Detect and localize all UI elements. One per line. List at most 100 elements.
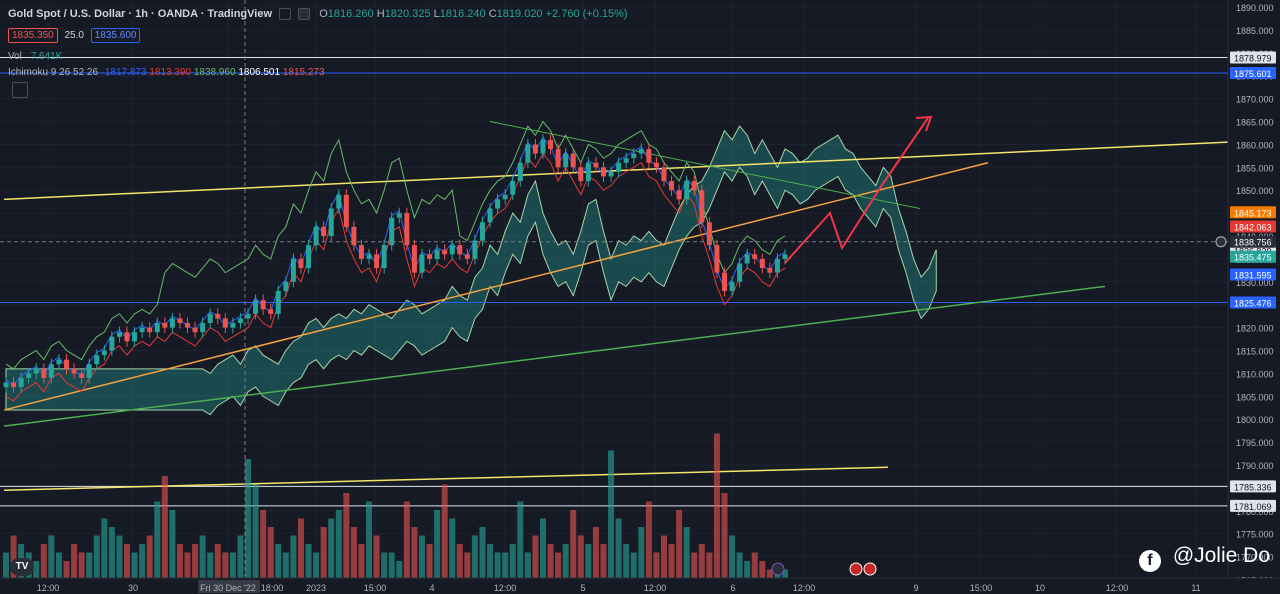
volume-bar [782,569,788,578]
trade-buttons: 1835.350 25.0 1835.600 [8,28,144,43]
candle [298,258,304,269]
close-icon[interactable] [298,8,311,21]
trendline-yellow-lower [3,466,889,491]
volume-value: 7.641K [30,51,63,62]
candle [631,153,637,159]
candle [328,208,334,236]
candle [64,359,70,369]
candle [374,254,380,269]
candle [411,245,417,273]
candle [154,323,160,333]
candle [563,153,569,168]
volume-bar [509,544,516,578]
candle [132,332,138,342]
volume-bar [494,552,501,578]
ichimoku-legend[interactable]: Ichimoku 9 26 52 26 1817.873 1813.390 18… [8,67,325,78]
candle [33,368,39,374]
candle [548,139,554,149]
price-label: 1831.595 [1234,270,1272,280]
time-tick-label: Fri 30 Dec '22 [200,583,256,593]
price-label: 1878.979 [1234,53,1272,63]
ichimoku-cloud [5,125,937,416]
price-tick-label: 1870.000 [1236,95,1274,105]
volume-bar [403,501,410,578]
volume-bar [373,535,380,578]
candle [185,323,191,328]
price-tick-label: 1885.000 [1236,26,1274,36]
candle [3,382,9,388]
collapse-chevron-icon[interactable] [12,82,28,98]
symbol-title: Gold Spot / U.S. Dollar · 1h · OANDA · T… [8,8,273,20]
candle [268,309,274,314]
time-tick-label: 12:00 [494,583,517,593]
trendline-green [3,285,1106,427]
candle [26,373,32,378]
candle [661,167,667,182]
price-tick-label: 1795.000 [1236,438,1274,448]
candle [18,377,24,388]
volume-bar [532,535,539,578]
candle [752,254,758,259]
candle [283,281,289,291]
time-tick-label: 9 [913,583,918,593]
candle [245,313,251,319]
price-tick-label: 1890.000 [1236,3,1274,13]
candle [177,318,183,324]
candle [616,162,622,172]
time-tick-label: 4 [429,583,434,593]
candle [737,263,743,282]
sell-button[interactable]: 1835.350 [8,28,58,43]
volume-bar [418,535,425,578]
volume-bar [729,535,736,578]
volume-bar [562,544,569,578]
candle [366,254,372,259]
time-tick-label: 6 [730,583,735,593]
ohlc-readout: O1816.260 H1820.325 L1816.240 C1819.020 … [319,8,628,20]
volume-bar [63,561,70,578]
candle [593,162,599,168]
time-tick-label: 18:00 [261,583,284,593]
ichimoku-kijun-line [5,152,786,402]
price-tick-label: 1830.000 [1236,278,1274,288]
volume-bar [645,501,652,578]
time-tick-label: 5 [580,583,585,593]
volume-bar [237,535,244,578]
volume-bar [161,476,168,578]
ichimoku-lagging-line [5,120,786,370]
candle [759,258,765,269]
volume-bar [169,510,176,578]
time-tick-label: 12:00 [793,583,816,593]
candle [230,323,236,328]
candle [192,327,198,333]
volume-bar [350,527,357,578]
volume-bar [313,552,320,578]
volume-bar [146,535,153,578]
candle [721,272,727,291]
candle [495,199,501,209]
price-label-bg [1230,206,1276,219]
volume-bar [683,527,690,578]
buy-button[interactable]: 1835.600 [90,28,141,43]
volume-bar [464,552,471,578]
price-label-bg [1230,499,1276,512]
us-flag-icon [863,562,877,576]
volume-legend[interactable]: Vol 7.641K [8,51,63,62]
candle [623,158,629,163]
volume-bar [630,552,637,578]
candle [124,332,130,342]
time-tick-label: 10 [1035,583,1045,593]
candle [510,181,516,195]
volume-bar [721,493,728,578]
volume-bar [691,552,698,578]
candle [767,268,773,273]
price-label-bg [1230,235,1276,248]
candle [691,181,697,191]
volume-bar [608,450,615,578]
us-flag-icon [849,562,863,576]
volume-bar [660,535,667,578]
candle [336,194,342,209]
volume-bar [366,501,373,578]
visibility-icon[interactable] [279,8,292,21]
